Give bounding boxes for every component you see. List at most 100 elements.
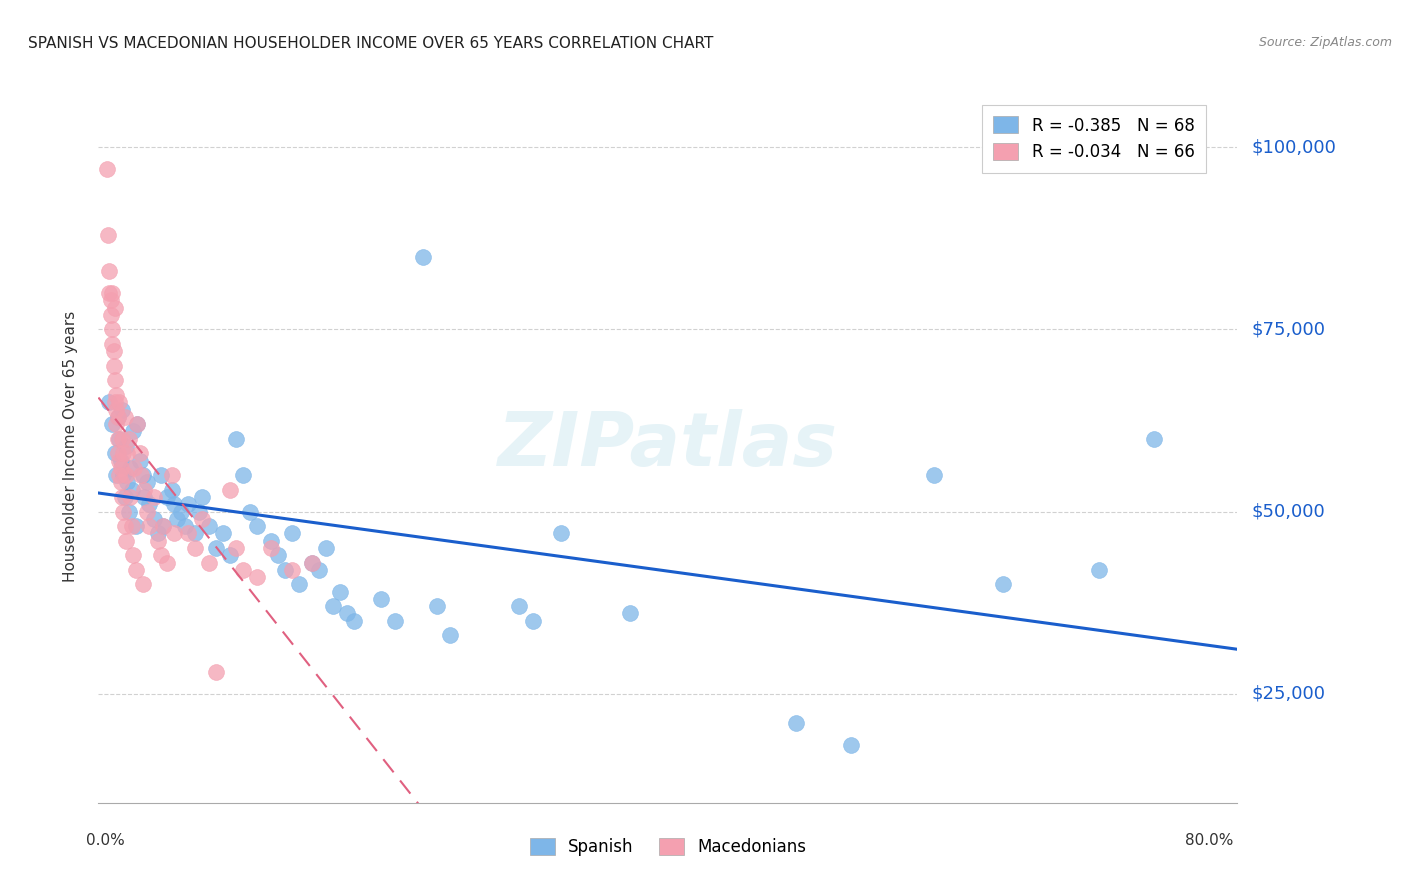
Point: [104, 395, 127, 409]
Point: [128, 453, 150, 467]
Point: [211, 526, 233, 541]
Point: [246, 570, 269, 584]
Y-axis label: Householder Income Over 65 years: Householder Income Over 65 years: [63, 310, 77, 582]
Point: [101, 417, 124, 432]
Point: [343, 614, 366, 628]
Point: [149, 468, 172, 483]
Point: [125, 417, 148, 432]
Point: [225, 432, 247, 446]
Point: [104, 446, 127, 460]
Point: [619, 607, 641, 621]
Point: [152, 519, 174, 533]
Point: [163, 497, 186, 511]
Point: [98, 286, 121, 301]
Point: [131, 577, 153, 591]
Point: [125, 563, 148, 577]
Point: [439, 628, 461, 642]
Point: [384, 614, 406, 628]
Text: $75,000: $75,000: [1251, 320, 1326, 338]
Point: [246, 519, 269, 533]
Point: [370, 591, 392, 606]
Point: [105, 468, 128, 483]
Point: [301, 556, 323, 570]
Point: [152, 519, 174, 533]
Point: [118, 432, 141, 446]
Point: [146, 533, 169, 548]
Point: [107, 409, 129, 424]
Point: [218, 483, 240, 497]
Point: [280, 526, 302, 541]
Point: [120, 460, 142, 475]
Point: [101, 286, 124, 301]
Point: [125, 417, 148, 432]
Point: [117, 446, 139, 460]
Point: [129, 468, 152, 483]
Point: [111, 490, 134, 504]
Point: [232, 563, 254, 577]
Text: 80.0%: 80.0%: [1185, 833, 1234, 848]
Text: $25,000: $25,000: [1251, 684, 1326, 703]
Point: [124, 460, 146, 475]
Point: [118, 504, 141, 518]
Text: $100,000: $100,000: [1251, 138, 1336, 156]
Text: SPANISH VS MACEDONIAN HOUSEHOLDER INCOME OVER 65 YEARS CORRELATION CHART: SPANISH VS MACEDONIAN HOUSEHOLDER INCOME…: [28, 36, 713, 51]
Point: [170, 504, 193, 518]
Point: [160, 483, 183, 497]
Point: [163, 526, 186, 541]
Point: [287, 577, 309, 591]
Point: [115, 533, 138, 548]
Point: [105, 417, 128, 432]
Point: [112, 446, 135, 460]
Point: [114, 519, 136, 533]
Point: [204, 541, 226, 555]
Point: [508, 599, 530, 614]
Legend: Spanish, Macedonians: Spanish, Macedonians: [520, 828, 815, 866]
Point: [550, 526, 572, 541]
Point: [104, 374, 127, 388]
Point: [412, 250, 434, 264]
Point: [156, 556, 179, 570]
Point: [107, 409, 129, 424]
Point: [426, 599, 449, 614]
Point: [177, 497, 200, 511]
Text: Source: ZipAtlas.com: Source: ZipAtlas.com: [1258, 36, 1392, 49]
Point: [198, 519, 221, 533]
Point: [135, 475, 157, 490]
Point: [105, 388, 128, 402]
Point: [149, 548, 172, 562]
Point: [121, 483, 143, 497]
Point: [107, 446, 129, 460]
Point: [315, 541, 337, 555]
Point: [96, 162, 118, 177]
Point: [785, 715, 807, 730]
Point: [108, 453, 131, 467]
Point: [132, 490, 155, 504]
Point: [100, 308, 122, 322]
Point: [108, 468, 131, 483]
Point: [839, 738, 862, 752]
Point: [103, 359, 125, 373]
Point: [156, 490, 179, 504]
Point: [329, 584, 352, 599]
Point: [239, 504, 262, 518]
Point: [131, 468, 153, 483]
Point: [115, 439, 138, 453]
Point: [522, 614, 544, 628]
Point: [922, 468, 945, 483]
Point: [191, 490, 214, 504]
Point: [132, 483, 155, 497]
Point: [174, 519, 197, 533]
Point: [142, 512, 165, 526]
Point: [184, 526, 207, 541]
Point: [105, 402, 128, 417]
Point: [322, 599, 344, 614]
Point: [108, 432, 131, 446]
Point: [177, 526, 200, 541]
Point: [267, 548, 290, 562]
Point: [1143, 432, 1166, 446]
Point: [117, 475, 139, 490]
Text: ZIPatlas: ZIPatlas: [498, 409, 838, 483]
Point: [108, 395, 131, 409]
Point: [198, 556, 221, 570]
Point: [112, 468, 135, 483]
